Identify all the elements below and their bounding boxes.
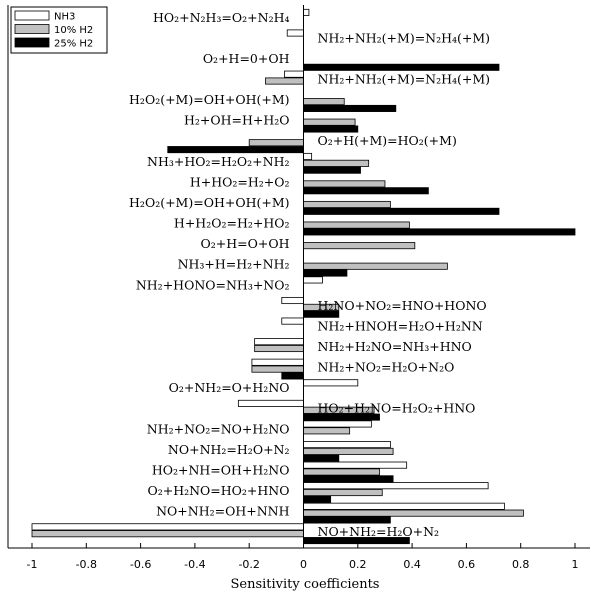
bar <box>31 523 304 531</box>
reaction-label: O₂+H=O+OH <box>201 236 290 251</box>
bar <box>303 495 332 503</box>
bar <box>303 187 429 195</box>
reaction-label: NO+NH₂=H₂O+N₂ <box>318 524 440 539</box>
reaction-label: NH₂+NO₂=H₂O+N₂O <box>318 360 455 375</box>
bar <box>303 489 383 497</box>
reaction-label: H₂O₂(+M)=OH+OH(+M) <box>129 195 289 210</box>
x-tick-label: 1 <box>572 558 579 571</box>
reaction-label: NH₃+H=H₂+NH₂ <box>178 257 290 272</box>
reaction-label: NH₂+HONO=NH₃+NO₂ <box>136 277 290 292</box>
bar <box>303 468 380 476</box>
x-axis-label: Sensitivity coefficients <box>231 577 380 592</box>
reaction-label: HO₂+NH=OH+H₂NO <box>152 462 290 477</box>
reaction-label: NO+NH₂=OH+NNH <box>156 504 289 519</box>
x-tick-label: 0.4 <box>403 558 421 571</box>
bar <box>303 379 359 387</box>
bar <box>254 345 304 353</box>
bar <box>286 29 304 37</box>
bar <box>303 207 500 215</box>
bar <box>303 502 505 510</box>
bar <box>303 125 359 133</box>
bar <box>303 509 524 517</box>
reaction-label: NH₂+H₂NO=NH₃+HNO <box>318 339 472 354</box>
reaction-label: H+HO₂=H₂+O₂ <box>190 174 290 189</box>
bar <box>303 420 372 428</box>
axes-layer: -1 -0.8 -0.6 -0.4 -0.2 0 0.2 0.4 0.6 0.8 1 <box>7 5 590 571</box>
bar <box>303 221 410 229</box>
bar <box>251 358 304 366</box>
reaction-label: NH₃+HO₂=H₂O₂+NH₂ <box>147 154 289 169</box>
reaction-label: H₂NO+NO₂=HNO+HONO <box>318 298 487 313</box>
legend: NH3 10% H2 25% H2 <box>10 6 108 54</box>
x-tick-label: 0 <box>300 558 307 571</box>
bar <box>281 296 304 305</box>
reaction-label: NH₂+NH₂(+M)=N₂H₄(+M) <box>318 71 491 86</box>
reaction-label: O₂+NH₂=O+H₂NO <box>169 380 290 395</box>
bar <box>237 399 304 407</box>
bar <box>303 98 345 106</box>
bar <box>303 461 408 469</box>
bar <box>254 338 304 346</box>
bar <box>303 475 394 483</box>
reaction-labels-layer: HO₂+N₂H₃=O₂+N₂H₄ NH₂+NH₂(+M)=N₂H₄(+M) O₂+H… <box>129 10 490 539</box>
bar <box>281 372 304 380</box>
bar <box>265 77 304 85</box>
bar <box>303 152 313 160</box>
x-tick-label: 0.6 <box>458 558 476 571</box>
legend-swatch <box>14 24 50 34</box>
bar <box>303 104 397 112</box>
bar <box>303 180 386 188</box>
reaction-label: NH₂+HNOH=H₂O+H₂NN <box>318 318 483 333</box>
bar <box>31 530 304 538</box>
bar <box>251 365 304 373</box>
bar <box>303 118 356 126</box>
bar <box>303 262 448 270</box>
x-tick-label: -0.4 <box>184 558 205 571</box>
reaction-label: HO₂+N₂H₃=O₂+N₂H₄ <box>153 10 290 25</box>
bar <box>303 8 310 16</box>
x-tick-label: -0.6 <box>130 558 151 571</box>
bar <box>303 242 416 250</box>
bar <box>303 447 394 455</box>
x-tick-label: -0.8 <box>76 558 97 571</box>
bar <box>303 516 391 524</box>
reaction-label: NO+NH₂=H₂O+N₂ <box>168 442 290 457</box>
bar <box>303 276 323 284</box>
reaction-label: HO₂+H₂NO=H₂O₂+HNO <box>318 401 476 416</box>
legend-swatch <box>14 10 50 21</box>
legend-label: 10% H2 <box>54 25 93 36</box>
reaction-label: O₂+H=0+OH <box>203 51 290 66</box>
legend-label: NH3 <box>54 12 75 23</box>
bar <box>303 63 500 71</box>
x-tick-label: 0.8 <box>512 558 530 571</box>
reaction-label: NH₂+NH₂(+M)=N₂H₄(+M) <box>318 30 491 45</box>
legend-swatch <box>14 37 50 48</box>
reaction-label: H₂+OH=H+H₂O <box>184 113 290 128</box>
bars-layer <box>31 8 576 545</box>
bar <box>303 427 351 435</box>
x-tick-label: -1 <box>27 558 38 571</box>
bar <box>303 166 361 174</box>
reaction-label: O₂+H₂NO=HO₂+HNO <box>147 483 289 498</box>
bar <box>303 441 391 449</box>
bar <box>281 317 304 325</box>
bar <box>303 482 489 490</box>
bar <box>248 139 304 147</box>
reaction-label: H+H₂O₂=H₂+HO₂ <box>174 216 290 231</box>
bar <box>303 454 340 462</box>
bar <box>167 146 304 154</box>
bar <box>284 70 304 78</box>
bar <box>303 228 576 236</box>
bar <box>303 269 348 277</box>
reaction-label: O₂+H(+M)=HO₂(+M) <box>318 133 457 148</box>
x-tick-label: -0.2 <box>238 558 259 571</box>
legend-label: 25% H2 <box>54 39 93 50</box>
reaction-label: NH₂+NO₂=NO+H₂NO <box>147 421 290 436</box>
x-tick-label: 0.2 <box>349 558 367 571</box>
bar <box>303 200 391 208</box>
bar <box>303 159 370 167</box>
reaction-label: H₂O₂(+M)=OH+OH(+M) <box>129 92 289 107</box>
